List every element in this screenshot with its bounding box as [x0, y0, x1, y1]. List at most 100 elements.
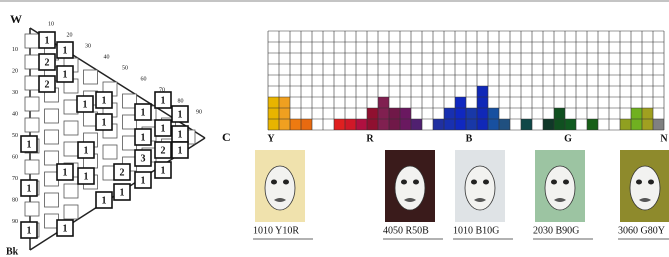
face — [630, 166, 660, 210]
bar — [565, 119, 576, 130]
cell-number: 2 — [45, 57, 50, 68]
eye — [648, 180, 654, 185]
figure: W Bk C 101020203030404050506060707080809… — [0, 0, 669, 257]
hue-label: Y — [267, 133, 275, 144]
cell-number: 1 — [102, 117, 107, 128]
cell — [103, 145, 117, 159]
eye — [636, 180, 642, 185]
scale-label: 50 — [12, 133, 18, 139]
cell — [25, 76, 39, 90]
face-label: 3060 G80Y — [618, 225, 665, 236]
cell-number: 1 — [120, 187, 125, 198]
scale-label: 90 — [12, 219, 18, 225]
cell — [25, 202, 39, 216]
bar — [455, 97, 466, 130]
eye — [551, 180, 557, 185]
cell-number: 1 — [161, 95, 166, 106]
eye — [401, 180, 407, 185]
cell-number: 1 — [102, 195, 107, 206]
bar — [290, 119, 301, 130]
face-label: 4050 R50B — [383, 225, 429, 236]
scale-label: 50 — [122, 65, 128, 71]
scale-label: 40 — [12, 111, 18, 117]
cell-number: 1 — [83, 99, 88, 110]
cell-number: 1 — [141, 107, 146, 118]
face — [395, 166, 425, 210]
face — [265, 166, 295, 210]
bar — [543, 119, 554, 130]
scale-label: 10 — [48, 21, 54, 27]
bar — [279, 97, 290, 130]
cell-number: 1 — [63, 69, 68, 80]
scale-label: 80 — [12, 197, 18, 203]
scale-label: 80 — [178, 98, 184, 104]
cell-number: 2 — [161, 145, 166, 156]
scale-label: 10 — [12, 47, 18, 53]
white-label: W — [10, 12, 22, 26]
scale-label: 30 — [12, 90, 18, 96]
face-label: 1010 B10G — [453, 225, 499, 236]
cell-number: 1 — [178, 145, 183, 156]
scale-label: 60 — [141, 76, 147, 82]
bar — [587, 119, 598, 130]
cell — [25, 118, 39, 132]
cell-number: 1 — [63, 223, 68, 234]
cell-number: 1 — [161, 123, 166, 134]
hue-label: N — [660, 133, 668, 144]
chroma-label: C — [222, 130, 231, 144]
scale-label: 90 — [196, 109, 202, 115]
cell-number: 1 — [141, 132, 146, 143]
cell-number: 1 — [27, 139, 32, 150]
cell-number: 1 — [84, 145, 89, 156]
face — [465, 166, 495, 210]
bar — [620, 119, 631, 130]
cell-number: 1 — [45, 35, 50, 46]
bar — [356, 119, 367, 130]
cell-number: 1 — [102, 95, 107, 106]
cell — [84, 70, 98, 84]
bar — [301, 119, 312, 130]
eye — [271, 180, 277, 185]
face — [545, 166, 575, 210]
cell-number: 1 — [84, 171, 89, 182]
cell — [64, 142, 78, 156]
bar — [499, 119, 510, 130]
scale-label: 40 — [104, 54, 110, 60]
bar — [411, 119, 422, 130]
cell-number: 1 — [141, 175, 146, 186]
scale-label: 20 — [67, 32, 73, 38]
black-label: Bk — [6, 246, 19, 257]
cell — [45, 130, 59, 144]
cell-number: 1 — [161, 165, 166, 176]
cell-number: 2 — [45, 79, 50, 90]
cell — [25, 55, 39, 69]
eye — [471, 180, 477, 185]
cell — [64, 100, 78, 114]
cell — [64, 184, 78, 198]
hue-label: B — [466, 133, 473, 144]
bar — [268, 97, 279, 130]
cell — [45, 193, 59, 207]
cell-number: 1 — [178, 109, 183, 120]
scale-label: 70 — [12, 176, 18, 182]
face-label: 2030 B90G — [533, 225, 579, 236]
eye — [483, 180, 489, 185]
bar — [378, 97, 389, 130]
bar — [521, 119, 532, 130]
cell — [45, 109, 59, 123]
hue-label: G — [564, 133, 572, 144]
cell-number: 1 — [63, 45, 68, 56]
cell — [25, 160, 39, 174]
scale-label: 20 — [12, 68, 18, 74]
scale-label: 60 — [12, 154, 18, 160]
eye — [413, 180, 419, 185]
hue-label: R — [366, 133, 374, 144]
face-label: 1010 Y10R — [253, 225, 299, 236]
bar — [334, 119, 345, 130]
cell — [25, 34, 39, 48]
cell — [64, 121, 78, 135]
eye — [283, 180, 289, 185]
eye — [563, 180, 569, 185]
cell-number: 1 — [63, 167, 68, 178]
cell — [64, 205, 78, 219]
